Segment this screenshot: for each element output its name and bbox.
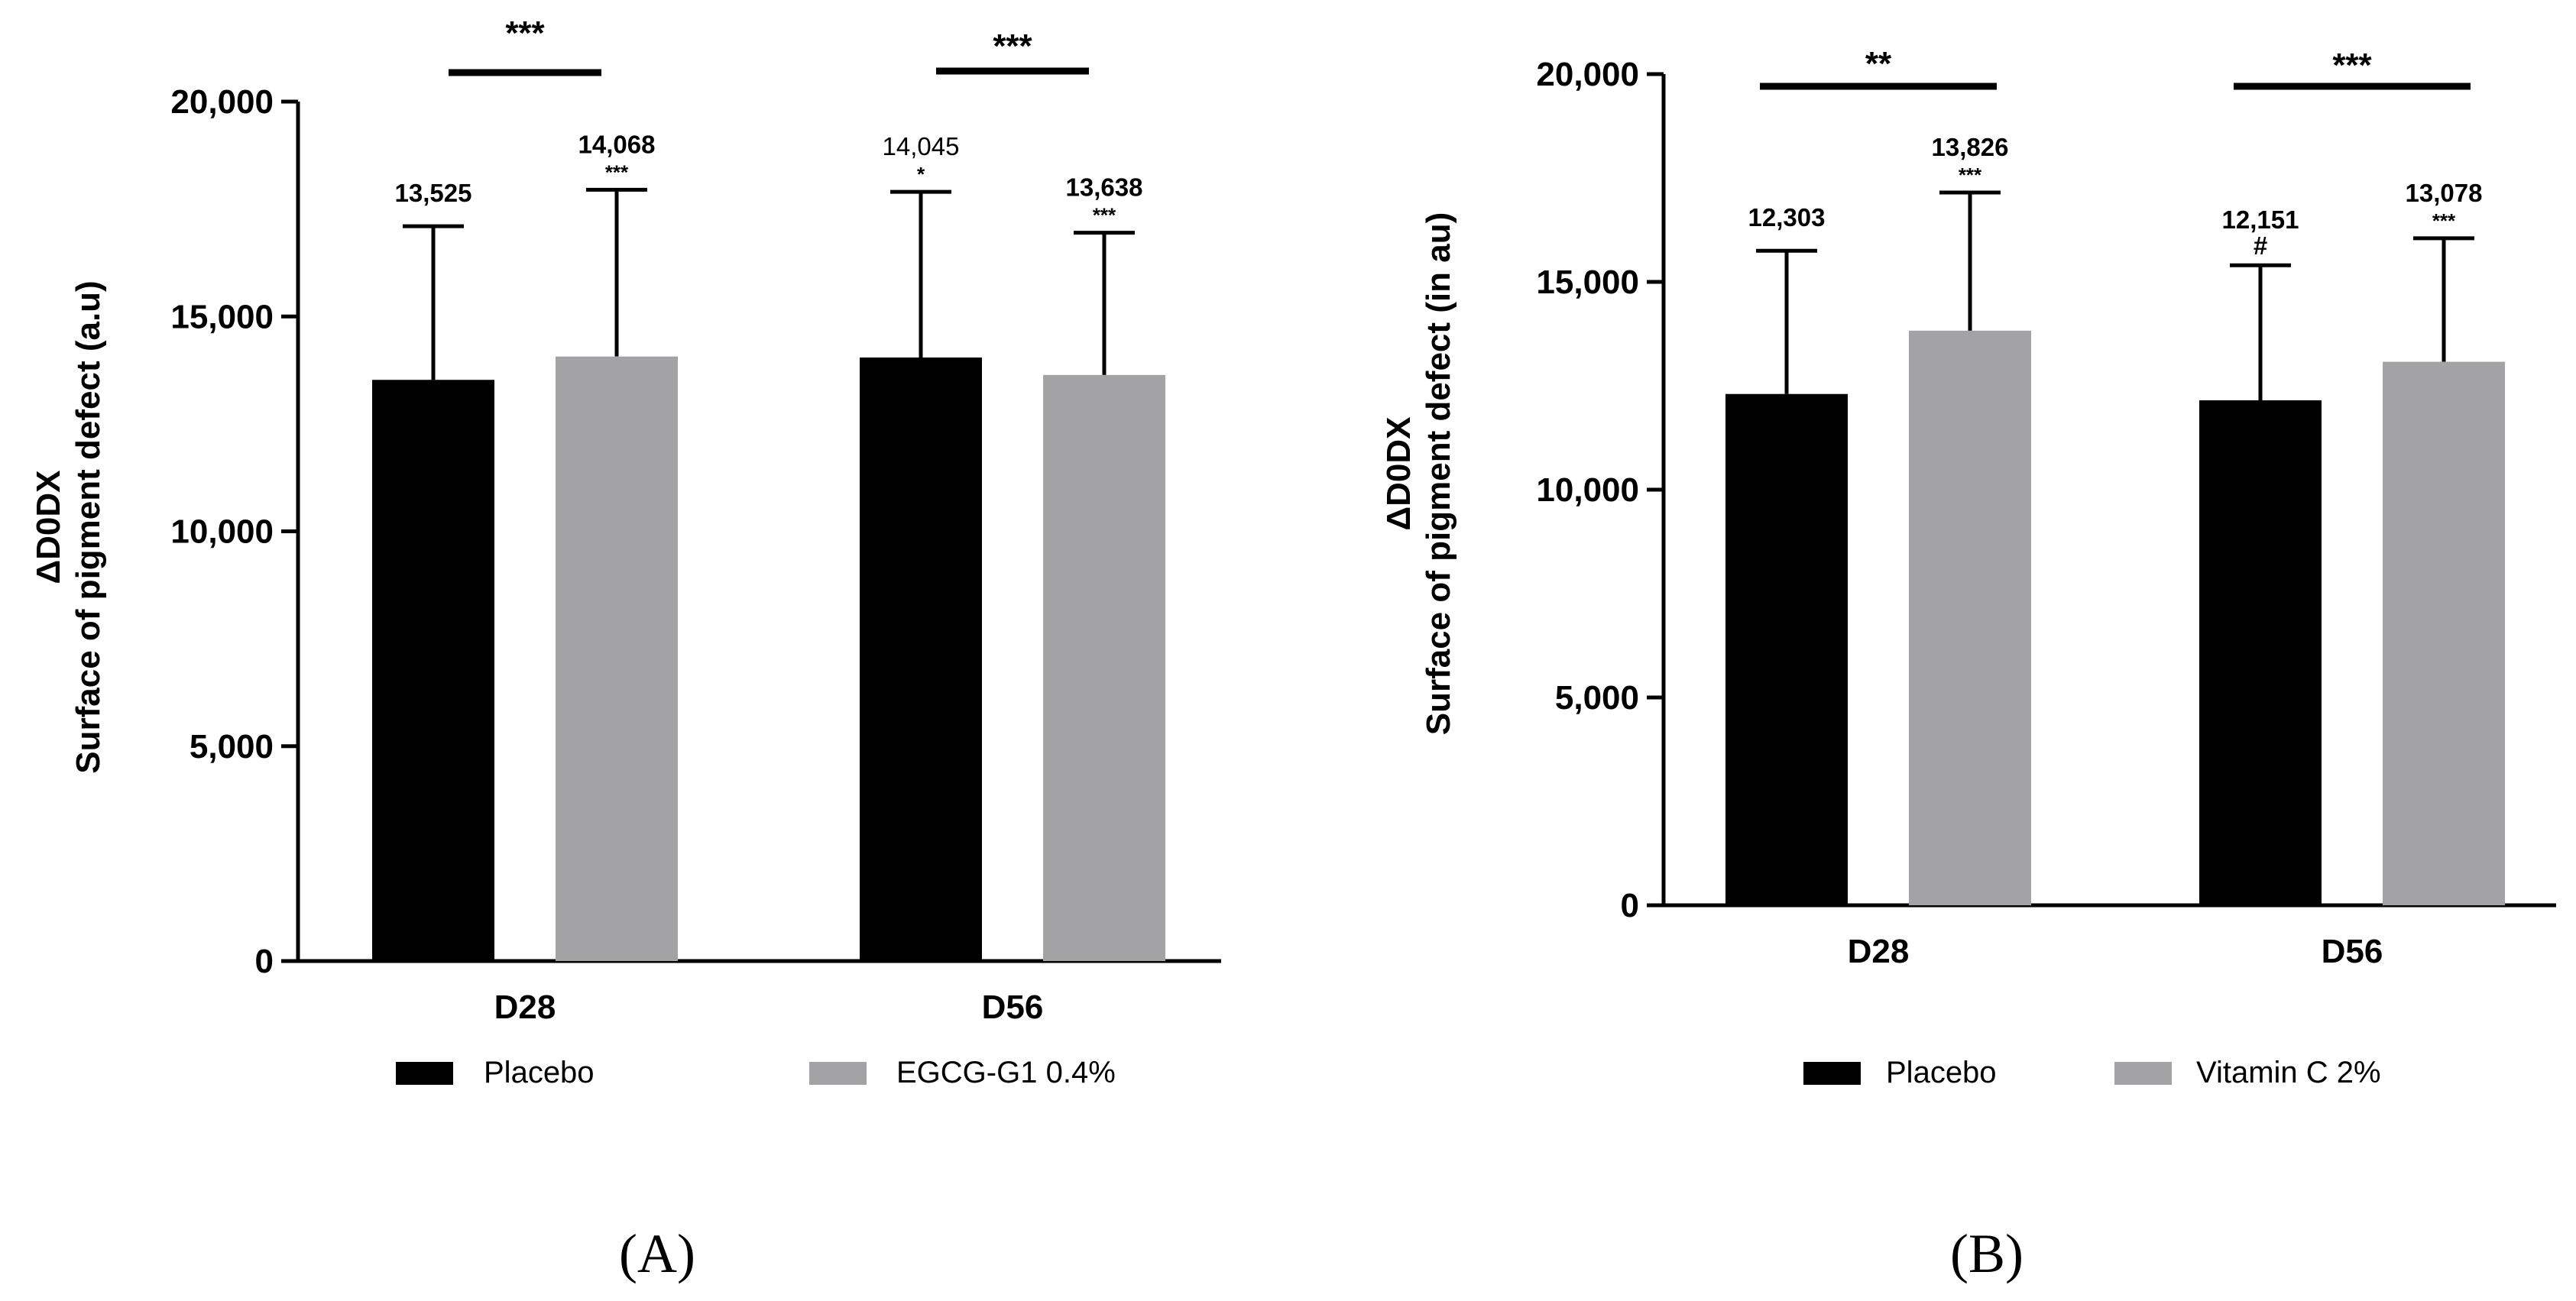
y-tick-label: 0 — [255, 943, 274, 980]
x-category-label: D56 — [2322, 933, 2383, 970]
legend-label: Vitamin C 2% — [2196, 1056, 2381, 1089]
significance-mark: *** — [1093, 204, 1116, 227]
y-tick-label: 10,000 — [170, 513, 274, 551]
legend-label: Placebo — [1886, 1056, 1997, 1089]
data-label: 13,826 — [1932, 133, 2009, 161]
legend-label: EGCG-G1 0.4% — [896, 1056, 1116, 1089]
legend-label: Placebo — [484, 1056, 595, 1089]
y-tick-label: 5,000 — [190, 728, 274, 765]
y-tick-label: 20,000 — [170, 83, 274, 121]
y-axis-title-line-2: Surface of pigment defect (in au) — [1420, 212, 1457, 736]
y-tick-label: 15,000 — [170, 298, 274, 335]
data-label: 12,151 — [2222, 206, 2299, 234]
y-tick-label: 20,000 — [1536, 56, 1639, 93]
bar-treatment-d56 — [1043, 374, 1165, 961]
legend-swatch-placebo — [1803, 1062, 1861, 1085]
y-tick-label: 0 — [1621, 887, 1639, 924]
y-tick-label: 15,000 — [1536, 264, 1639, 301]
legend-swatch-placebo — [396, 1062, 453, 1085]
data-label: 13,525 — [395, 179, 472, 207]
data-label: 13,638 — [1066, 173, 1143, 202]
x-category-label: D56 — [982, 989, 1044, 1026]
y-axis-title-line-1: ΔD0DX — [30, 471, 67, 584]
chart-panel-b: 0 5,000 10,000 15,000 20,000 ΔD0DX Surface of … — [1380, 45, 2556, 1284]
significance-mark: # — [2254, 231, 2267, 260]
x-category-label: D28 — [494, 989, 556, 1026]
data-label: 14,045 — [883, 132, 960, 160]
bar-placebo-d28 — [372, 380, 494, 961]
data-label: 12,303 — [1748, 203, 1826, 231]
comparison-significance: *** — [505, 15, 545, 52]
panel-label: (B) — [1950, 1223, 2024, 1284]
y-axis-title-line-2: Surface of pigment defect (a.u) — [70, 280, 107, 773]
bar-placebo-d56 — [860, 357, 982, 961]
significance-mark: *** — [2432, 209, 2456, 232]
legend-swatch-treatment — [2114, 1062, 2172, 1085]
y-axis-title-line-1: ΔD0DX — [1380, 417, 1418, 531]
y-tick-label: 10,000 — [1536, 471, 1639, 509]
data-label: 13,078 — [2406, 179, 2483, 207]
bar-treatment-d28 — [1909, 330, 2031, 905]
comparison-significance: *** — [2332, 47, 2372, 84]
bar-placebo-d28 — [1725, 393, 1848, 905]
y-tick-label: 5,000 — [1555, 679, 1639, 717]
data-label: 14,068 — [578, 130, 656, 158]
comparison-significance: ** — [1865, 45, 1892, 83]
significance-mark: * — [917, 163, 925, 186]
bar-treatment-d28 — [556, 356, 678, 961]
significance-mark: *** — [605, 160, 629, 183]
legend-swatch-treatment — [809, 1062, 867, 1085]
significance-mark: *** — [1959, 163, 1982, 186]
chart-panel-a: 0 5,000 10,000 15,000 20,000 ΔD0DX Surface of … — [30, 15, 1221, 1284]
x-category-label: D28 — [1848, 933, 1910, 970]
panel-label: (A) — [619, 1223, 695, 1284]
comparison-significance: *** — [993, 28, 1032, 65]
bar-placebo-d56 — [2199, 400, 2322, 905]
bar-treatment-d56 — [2383, 361, 2505, 906]
